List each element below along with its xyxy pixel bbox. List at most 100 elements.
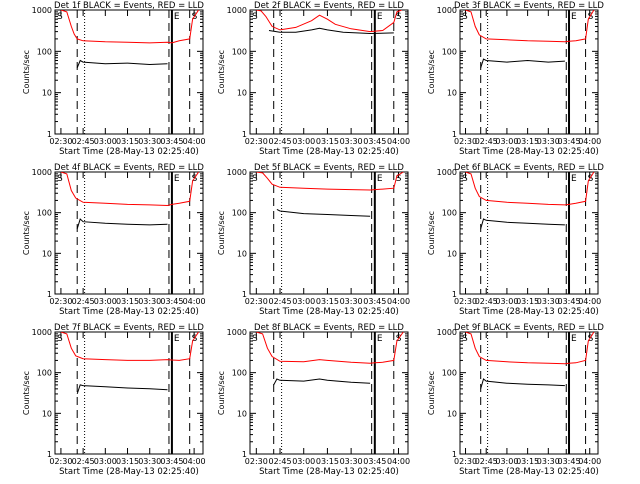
x-tick-label: 03:30: [537, 297, 560, 306]
panel: Det 9f BLACK = Events, RED = LLD 1 10 100 10…: [427, 323, 604, 477]
x-tick-label: 03:30: [138, 137, 161, 146]
x-axis-label: Start Time (28-May-13 02:25:40): [59, 307, 199, 317]
y-tick-label: 10: [237, 89, 247, 98]
interval-label: E: [571, 12, 577, 22]
events-series-line: [480, 58, 565, 68]
x-tick-label: 03:45: [557, 137, 580, 146]
x-tick-label: 04:00: [578, 137, 601, 146]
panel: Det 1f BLACK = Events, RED = LLD 1 10 100 10…: [22, 1, 206, 157]
x-tick-label: 02:45: [268, 137, 291, 146]
interval-label: S: [252, 12, 258, 22]
x-tick-label: 03:45: [363, 137, 386, 146]
y-tick-label: 100: [232, 209, 247, 218]
interval-label: S: [252, 174, 258, 184]
interval-label: E: [571, 334, 577, 344]
y-tick-label: 10: [237, 409, 247, 418]
y-axis-label: Counts/sec: [22, 211, 31, 255]
x-tick-label: 03:30: [138, 297, 161, 306]
y-tick-label: 100: [37, 369, 52, 378]
x-tick-label: 03:45: [160, 297, 183, 306]
panel: Det 4f BLACK = Events, RED = LLD 1 10 100 10…: [22, 163, 206, 317]
x-tick-label: 02:45: [72, 297, 95, 306]
x-tick-label: 02:45: [268, 297, 291, 306]
y-tick-label: 1: [242, 450, 247, 459]
lld-series-line: [60, 10, 200, 44]
plot-frame: [459, 331, 599, 455]
panel-title: Det 4f BLACK = Events, RED = LLD: [54, 163, 204, 173]
events-series-line: [480, 218, 565, 229]
x-tick-label: 03:00: [94, 457, 117, 466]
panel-title: Det 8f BLACK = Events, RED = LLD: [254, 323, 404, 333]
y-tick-label: 100: [37, 209, 52, 218]
plot-frame: [54, 331, 204, 455]
y-tick-label: 10: [447, 249, 457, 258]
y-tick-label: 1000: [437, 168, 457, 177]
y-tick-label: 100: [232, 369, 247, 378]
x-tick-label: 03:00: [94, 137, 117, 146]
lld-series-line: [60, 332, 200, 361]
panel: Det 6f BLACK = Events, RED = LLD 1 10 100 10…: [427, 163, 604, 317]
x-tick-label: 02:45: [268, 457, 291, 466]
x-tick-label: 02:30: [245, 457, 268, 466]
panel-title: Det 7f BLACK = Events, RED = LLD: [54, 323, 204, 333]
plot-frame: [249, 171, 409, 295]
panel-title: Det 6f BLACK = Events, RED = LLD: [454, 163, 604, 173]
interval-label: S: [588, 174, 594, 184]
interval-label: S: [57, 174, 63, 184]
lld-series-line: [256, 332, 404, 364]
panel: Det 5f BLACK = Events, RED = LLD 1 10 100 10…: [217, 163, 410, 317]
y-tick-label: 1000: [32, 328, 52, 337]
y-tick-label: 1: [452, 290, 457, 299]
x-axis-label: Start Time (28-May-13 02:25:40): [259, 467, 399, 477]
x-tick-label: 04:00: [387, 297, 410, 306]
series-group: [256, 332, 404, 386]
x-tick-label: 03:45: [363, 297, 386, 306]
x-tick-label: 03:00: [292, 457, 315, 466]
lld-series-line: [256, 172, 404, 191]
x-tick-label: 03:00: [292, 137, 315, 146]
y-tick-label: 1000: [437, 6, 457, 15]
x-tick-label: 02:30: [454, 137, 477, 146]
x-tick-label: 02:30: [454, 297, 477, 306]
panel: Det 3f BLACK = Events, RED = LLD 1 10 100 10…: [427, 1, 604, 157]
x-tick-label: 02:30: [49, 457, 72, 466]
y-tick-label: 10: [42, 249, 52, 258]
interval-label: S: [57, 12, 63, 22]
x-tick-label: 03:30: [537, 137, 560, 146]
y-tick-label: 1: [47, 450, 52, 459]
series-group: [256, 172, 404, 217]
x-tick-label: 02:45: [72, 137, 95, 146]
interval-label: E: [377, 174, 383, 184]
interval-label: S: [252, 334, 258, 344]
x-tick-label: 02:30: [454, 457, 477, 466]
plot-frame: [54, 171, 204, 295]
y-tick-label: 100: [37, 47, 52, 56]
interval-label: S: [57, 334, 63, 344]
interval-label: S: [462, 174, 468, 184]
panel-title: Det 2f BLACK = Events, RED = LLD: [254, 1, 404, 11]
x-tick-label: 03:30: [340, 137, 363, 146]
x-tick-label: 03:15: [316, 297, 339, 306]
y-tick-label: 1: [452, 130, 457, 139]
y-tick-label: 100: [232, 47, 247, 56]
series-group: [60, 172, 200, 229]
y-axis-label: Counts/sec: [427, 211, 436, 255]
series-group: [465, 332, 595, 389]
panel: Det 2f BLACK = Events, RED = LLD 1 10 100 10…: [217, 1, 410, 157]
y-tick-label: 100: [442, 209, 457, 218]
y-axis-label: Counts/sec: [217, 50, 226, 94]
interval-label: E: [377, 334, 383, 344]
x-tick-label: 02:30: [245, 137, 268, 146]
y-tick-label: 100: [442, 369, 457, 378]
interval-label: E: [377, 12, 383, 22]
lld-series-line: [465, 10, 595, 43]
y-axis-label: Counts/sec: [217, 371, 226, 415]
x-tick-label: 03:00: [495, 137, 518, 146]
x-tick-label: 04:00: [183, 297, 206, 306]
y-tick-label: 100: [442, 47, 457, 56]
y-tick-label: 10: [237, 249, 247, 258]
plot-frame: [249, 9, 409, 135]
interval-label: S: [192, 12, 198, 22]
x-tick-label: 03:45: [160, 457, 183, 466]
y-tick-label: 10: [447, 89, 457, 98]
